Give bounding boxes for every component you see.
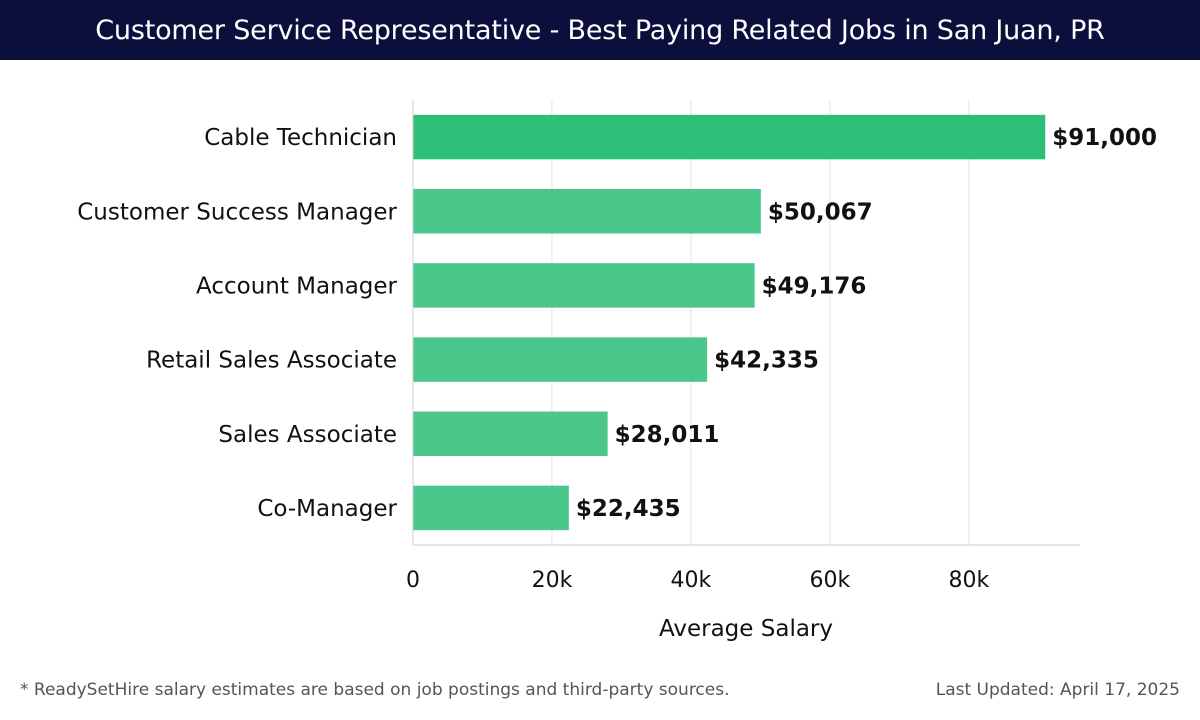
value-label: $91,000	[1052, 125, 1157, 151]
x-tick-label: 20k	[532, 568, 573, 593]
category-label: Account Manager	[196, 273, 398, 299]
bars	[413, 114, 1046, 531]
x-tick-label: 60k	[810, 568, 851, 593]
bar	[413, 114, 1046, 160]
bar	[413, 485, 569, 531]
bar-chart: 0 20k 40k 60k 80k Cable Technician $91,000 Cust…	[77, 100, 1157, 642]
chart-title: Customer Service Representative - Best P…	[0, 0, 1200, 60]
category-label: Co-Manager	[257, 496, 397, 522]
axes: 0 20k 40k 60k 80k Cable Technician $91,000 Cust…	[77, 100, 1157, 593]
value-label: $42,335	[714, 348, 819, 374]
value-label: $50,067	[768, 199, 873, 225]
category-label: Sales Associate	[218, 422, 397, 448]
x-tick-label: 80k	[948, 568, 989, 593]
x-tick-label: 0	[406, 568, 420, 593]
bar	[413, 337, 708, 382]
x-axis-label: Average Salary	[659, 616, 833, 642]
value-label: $22,435	[576, 496, 681, 522]
last-updated: Last Updated: April 17, 2025	[935, 680, 1180, 700]
footnote: * ReadySetHire salary estimates are base…	[20, 680, 730, 700]
value-label: $28,011	[615, 422, 720, 448]
bar	[413, 411, 608, 456]
category-label: Customer Success Manager	[77, 199, 397, 225]
category-label: Retail Sales Associate	[146, 348, 397, 374]
bar	[413, 263, 755, 308]
x-tick-label: 40k	[671, 568, 712, 593]
grid-lines	[412, 100, 970, 545]
value-label: $49,176	[762, 273, 867, 299]
bar	[413, 189, 761, 234]
category-label: Cable Technician	[204, 125, 397, 151]
